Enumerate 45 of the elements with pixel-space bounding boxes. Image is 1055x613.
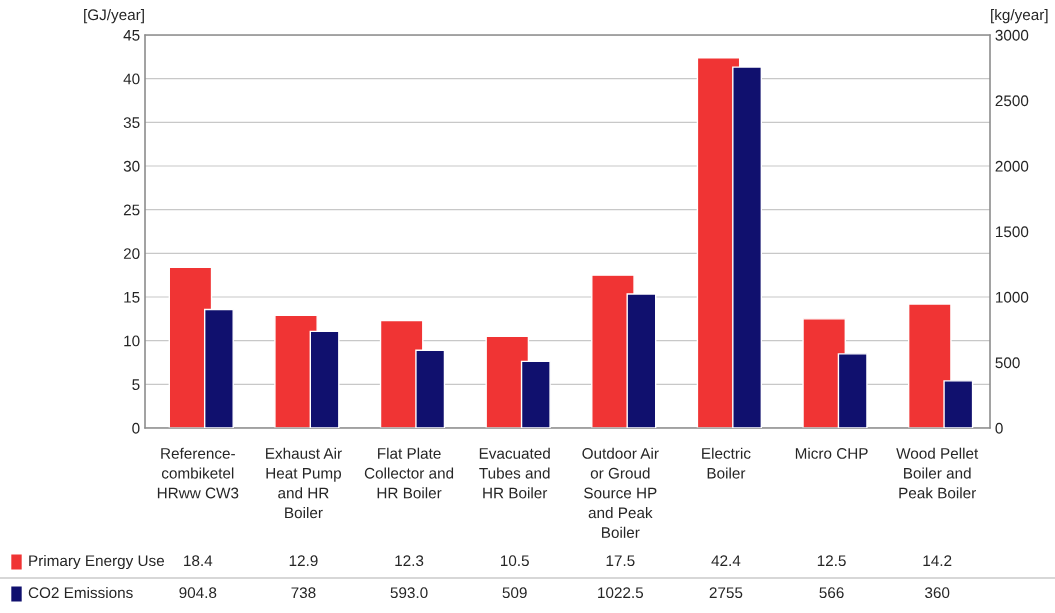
data-label: 18.4: [184, 555, 213, 567]
x-tick-label: Electric Boiler: [702, 447, 751, 479]
y2-tick-label: 1500: [996, 226, 1029, 238]
data-label: 42.4: [711, 555, 741, 566]
y2-tick-label: 1000: [996, 291, 1029, 303]
x-tick-label: Reference- combiketel HRww CW3: [157, 447, 239, 499]
data-label: 12.9: [289, 555, 318, 567]
x-tick-label: Micro CHP: [795, 447, 868, 459]
y2-axis-title: [kg/year]: [991, 8, 1048, 24]
y2-tick-label: 2500: [995, 95, 1029, 107]
data-label: 509: [502, 587, 527, 599]
legend-label: Primary Energy Use: [29, 554, 165, 570]
y-tick-label: 45: [123, 30, 140, 41]
data-label: 1022.5: [598, 587, 644, 599]
data-label: 360: [925, 587, 950, 599]
data-label: 593.0: [390, 587, 428, 599]
data-label: 2755: [709, 587, 743, 599]
x-tick-label: Evacuated Tubes and HR Boiler: [479, 447, 550, 499]
x-tick-label: Outdoor Air or Groud Source HP and Peak Boiler: [582, 447, 659, 538]
data-label: 12.3: [395, 555, 424, 567]
x-tick-label: Wood Pellet Boiler and Peak Boiler: [896, 447, 979, 499]
data-label: 14.2: [923, 555, 952, 566]
data-label: 12.5: [817, 555, 846, 567]
y-tick-label: 15: [124, 292, 140, 303]
y2-tick-label: 500: [995, 357, 1020, 369]
x-tick-label: Exhaust Air Heat Pump and HR Boiler: [266, 447, 342, 519]
y-tick-label: 5: [132, 379, 140, 391]
data-label: 10.5: [500, 555, 529, 567]
y2-tick-label: 3000: [995, 29, 1029, 41]
y-tick-label: 40: [123, 73, 140, 85]
y2-tick-label: 0: [995, 422, 1003, 434]
data-label: 738: [291, 587, 316, 599]
legend-label: CO2 Emissions: [28, 586, 133, 599]
y-tick-label: 35: [123, 117, 140, 129]
y-tick-label: 10: [124, 335, 140, 347]
y-tick-label: 20: [123, 248, 140, 260]
y2-tick-label: 2000: [995, 160, 1029, 172]
y-tick-label: 25: [123, 204, 140, 216]
y-tick-label: 30: [123, 160, 140, 172]
data-label: 566: [819, 587, 844, 599]
data-label: 904.8: [179, 587, 217, 599]
y-tick-label: 0: [132, 422, 140, 434]
data-label: 17.5: [606, 555, 635, 567]
x-tick-label: Flat Plate Collector and HR Boiler: [364, 447, 454, 499]
y-axis-title: [GJ/year]: [84, 8, 144, 24]
